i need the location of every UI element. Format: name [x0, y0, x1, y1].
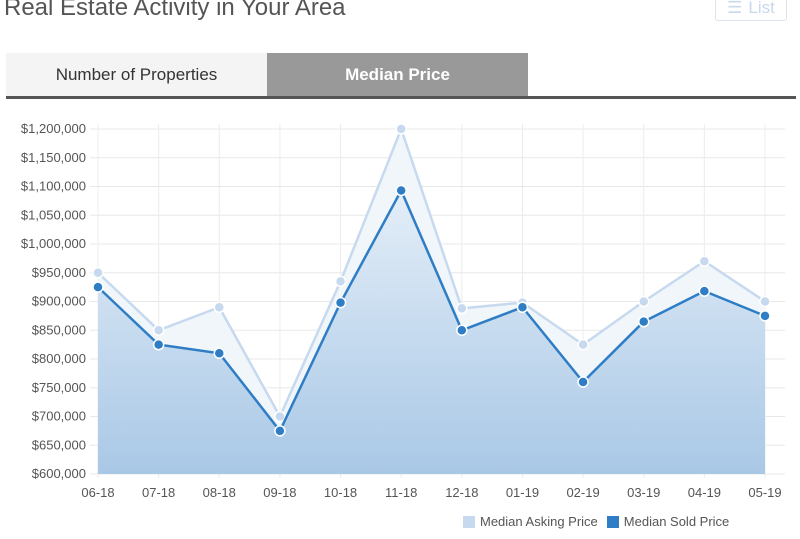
tab-bar: Number of Properties Median Price [6, 53, 796, 99]
y-tick-label: $950,000 [32, 265, 86, 280]
tab-median-price[interactable]: Median Price [267, 53, 528, 96]
data-point-sold [456, 324, 468, 336]
y-tick-label: $600,000 [32, 466, 86, 481]
data-point-asking [152, 324, 165, 336]
sold-area [98, 190, 765, 474]
y-tick-label: $850,000 [32, 322, 86, 337]
page-title: Real Estate Activity in Your Area [4, 0, 346, 21]
data-point-asking [637, 295, 650, 308]
data-point-sold [152, 338, 165, 351]
data-point-asking [759, 295, 771, 308]
asking-area [98, 129, 765, 431]
data-point-sold [577, 376, 589, 388]
x-tick-label: 04-19 [688, 485, 721, 500]
list-button[interactable]: ☰ List [715, 0, 787, 21]
x-tick-label: 12-18 [445, 485, 478, 500]
data-point-sold [274, 425, 286, 437]
y-tick-label: $800,000 [32, 351, 86, 366]
data-point-sold [213, 347, 226, 359]
data-point-asking [395, 123, 407, 135]
data-point-sold [334, 296, 347, 309]
data-point-asking [334, 275, 347, 288]
x-tick-label: 09-18 [263, 485, 296, 500]
data-point-sold [759, 310, 771, 322]
data-point-asking [456, 302, 468, 315]
y-tick-label: $1,000,000 [21, 236, 86, 251]
x-tick-label: 02-19 [566, 485, 599, 500]
x-tick-label: 10-18 [324, 485, 357, 500]
data-point-asking [274, 410, 286, 423]
list-icon: ☰ [727, 0, 743, 17]
y-tick-label: $1,200,000 [21, 121, 86, 136]
data-point-sold [92, 281, 104, 293]
tab-number-of-properties[interactable]: Number of Properties [6, 53, 267, 96]
x-tick-label: 08-18 [203, 485, 236, 500]
legend-label-sold[interactable]: Median Sold Price [623, 514, 730, 529]
legend-swatch-sold [606, 515, 619, 528]
y-tick-label: $650,000 [32, 437, 86, 452]
x-tick-label: 03-19 [627, 485, 660, 500]
y-tick-label: $750,000 [32, 380, 86, 395]
series-line-sold [97, 187, 766, 434]
x-tick-label: 05-19 [748, 485, 781, 500]
data-point-asking [213, 301, 226, 313]
data-point-asking [92, 267, 104, 279]
legend-swatch-asking [463, 515, 475, 528]
legend-label-asking[interactable]: Median Asking Price [480, 514, 598, 529]
x-tick-label: 11-18 [385, 485, 417, 500]
y-tick-label: $700,000 [32, 409, 86, 424]
y-tick-label: $900,000 [32, 294, 86, 309]
x-tick-label: 01-19 [506, 485, 539, 500]
data-point-sold [698, 285, 711, 297]
x-tick-label: 06-18 [81, 485, 114, 500]
y-tick-label: $1,150,000 [21, 150, 86, 165]
data-point-sold [395, 184, 407, 197]
data-point-asking [698, 255, 711, 267]
x-tick-label: 07-18 [142, 485, 175, 500]
data-point-asking [577, 338, 589, 351]
series-line-asking [97, 125, 766, 420]
data-point-sold [516, 301, 529, 313]
y-tick-label: $1,100,000 [21, 179, 86, 194]
legend: Median Asking Price Median Sold Price [463, 514, 729, 529]
data-point-sold [637, 315, 650, 328]
y-tick-label: $1,050,000 [21, 207, 86, 222]
